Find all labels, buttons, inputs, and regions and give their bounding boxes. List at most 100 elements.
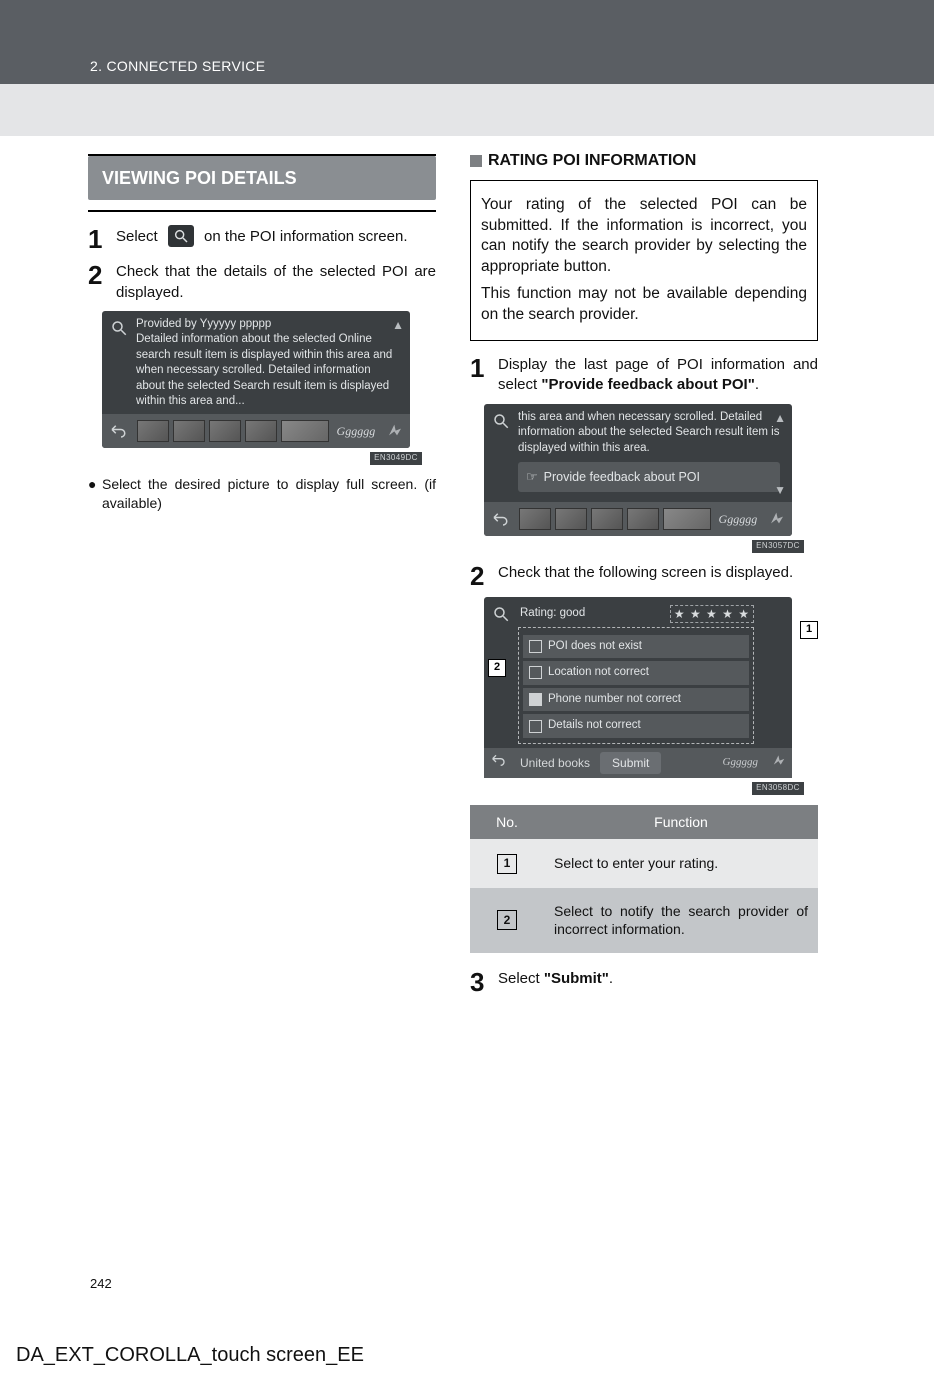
step-number: 2 (470, 563, 498, 589)
screenshot-provided-by: Provided by Yyyyyy ppppp (136, 317, 402, 333)
checkbox-icon (529, 693, 542, 706)
screenshot-search-rail[interactable] (484, 404, 518, 502)
brand-label: Gggggg (719, 511, 762, 527)
brand-label: Gggggg (337, 423, 380, 439)
step3-pre: Select (498, 970, 544, 987)
section-underline (88, 210, 436, 212)
thumbnail[interactable] (627, 508, 659, 530)
route-icon[interactable] (769, 510, 786, 528)
left-step-1: 1 Select on the POI information screen. (88, 226, 436, 252)
table-row: 1 Select to enter your rating. (470, 839, 818, 887)
scroll-down-icon[interactable]: ▼ (774, 482, 786, 498)
provide-feedback-button[interactable]: ☞ Provide feedback about POI (518, 462, 780, 492)
thumbnail-large[interactable] (281, 420, 329, 442)
options-group: POI does not exist Location not correct … (518, 627, 754, 744)
back-icon[interactable] (490, 508, 511, 530)
step-text: Select "Submit". (498, 969, 613, 995)
right-column: RATING POI INFORMATION Your rating of th… (470, 150, 818, 1003)
thumbnail[interactable] (591, 508, 623, 530)
step3-bold: "Submit" (544, 970, 609, 987)
option-label: POI does not exist (548, 639, 642, 655)
poi-feedback-screenshot: this area and when necessary scrolled. D… (484, 404, 792, 536)
bullet-text: Select the desired picture to display fu… (102, 475, 436, 513)
hand-icon: ☞ (526, 468, 538, 486)
step-text: Check that the details of the selected P… (116, 262, 436, 303)
step-number: 1 (88, 226, 116, 252)
step1-post: . (755, 376, 759, 393)
info-box: Your rating of the selected POI can be s… (470, 180, 818, 342)
col-header-function: Function (544, 805, 818, 840)
rating-stars[interactable]: ★ ★ ★ ★ ★ (670, 605, 754, 623)
row-number: 2 (497, 910, 517, 930)
row-text: Select to enter your rating. (544, 839, 818, 887)
banner-spacer (0, 84, 934, 136)
step-number: 2 (88, 262, 116, 303)
back-icon[interactable] (108, 420, 129, 442)
option-label: Location not correct (548, 665, 649, 681)
bullet-marker: ● (88, 475, 102, 513)
table-header-row: No. Function (470, 805, 818, 840)
info-paragraph: This function may not be available depen… (481, 284, 807, 326)
thumbnail[interactable] (137, 420, 169, 442)
step1-pre: Select (116, 228, 158, 245)
row-number: 1 (497, 854, 517, 874)
scroll-up-icon[interactable]: ▲ (774, 410, 786, 426)
step1-bold: "Provide feedback about POI" (541, 376, 754, 393)
thumbnail[interactable] (245, 420, 277, 442)
submit-button[interactable]: Submit (600, 752, 661, 774)
subsection-header-rating: RATING POI INFORMATION (470, 150, 818, 172)
screenshot-code: EN3049DC (370, 452, 422, 465)
thumbnail[interactable] (519, 508, 551, 530)
magnifier-icon[interactable] (168, 225, 194, 247)
screenshot-body-text: Detailed information about the selected … (136, 332, 402, 410)
step-text: Select on the POI information screen. (116, 226, 407, 252)
option-phone-incorrect[interactable]: Phone number not correct (523, 688, 749, 712)
screenshot-code: EN3057DC (752, 540, 804, 553)
subsection-marker (470, 155, 482, 167)
info-paragraph: Your rating of the selected POI can be s… (481, 195, 807, 279)
thumbnail-large[interactable] (663, 508, 711, 530)
step3-post: . (609, 970, 613, 987)
thumbnail[interactable] (173, 420, 205, 442)
poi-detail-screenshot: Provided by Yyyyyy ppppp Detailed inform… (102, 311, 410, 448)
breadcrumb-text: 2. CONNECTED SERVICE (90, 58, 265, 74)
step-text: Check that the following screen is displ… (498, 563, 793, 589)
note-bullet: ● Select the desired picture to display … (88, 475, 436, 513)
screenshot-search-rail[interactable] (102, 311, 136, 414)
screenshot-body-text: this area and when necessary scrolled. D… (518, 410, 784, 457)
section-breadcrumb-banner: 2. CONNECTED SERVICE (0, 0, 934, 84)
thumbnail[interactable] (555, 508, 587, 530)
step-number: 3 (470, 969, 498, 995)
col-header-no: No. (470, 805, 544, 840)
rating-label: Rating: good (520, 606, 585, 622)
right-step-2: 2 Check that the following screen is dis… (470, 563, 818, 589)
step-text: Display the last page of POI information… (498, 355, 818, 396)
back-icon[interactable] (490, 752, 510, 774)
callout-1: 1 (800, 621, 818, 639)
option-details-incorrect[interactable]: Details not correct (523, 714, 749, 738)
checkbox-icon (529, 640, 542, 653)
thumbnail[interactable] (209, 420, 241, 442)
rating-screenshot: Rating: good ★ ★ ★ ★ ★ 1 2 POI does not … (484, 597, 792, 778)
brand-label: Gggggg (723, 755, 758, 770)
row-text: Select to notify the search provider of … (544, 888, 818, 954)
callout-2: 2 (488, 659, 506, 677)
bottom-label: United books (520, 755, 590, 771)
section-header-viewing-poi: VIEWING POI DETAILS (88, 156, 436, 200)
feedback-label: Provide feedback about POI (544, 469, 700, 486)
right-step-3: 3 Select "Submit". (470, 969, 818, 995)
scroll-up-icon[interactable]: ▲ (392, 317, 404, 333)
right-step-1: 1 Display the last page of POI informati… (470, 355, 818, 396)
subsection-title: RATING POI INFORMATION (488, 150, 696, 172)
thumbnail-strip[interactable] (137, 420, 329, 442)
table-row: 2 Select to notify the search provider o… (470, 888, 818, 954)
step1-post: on the POI information screen. (204, 228, 407, 245)
document-id: DA_EXT_COROLLA_touch screen_EE (16, 1344, 364, 1367)
route-icon[interactable] (387, 422, 404, 440)
route-icon[interactable] (772, 753, 786, 773)
page-number: 242 (90, 1276, 112, 1291)
thumbnail-strip[interactable] (519, 508, 711, 530)
option-location-incorrect[interactable]: Location not correct (523, 661, 749, 685)
option-label: Phone number not correct (548, 692, 681, 708)
option-poi-not-exist[interactable]: POI does not exist (523, 635, 749, 659)
